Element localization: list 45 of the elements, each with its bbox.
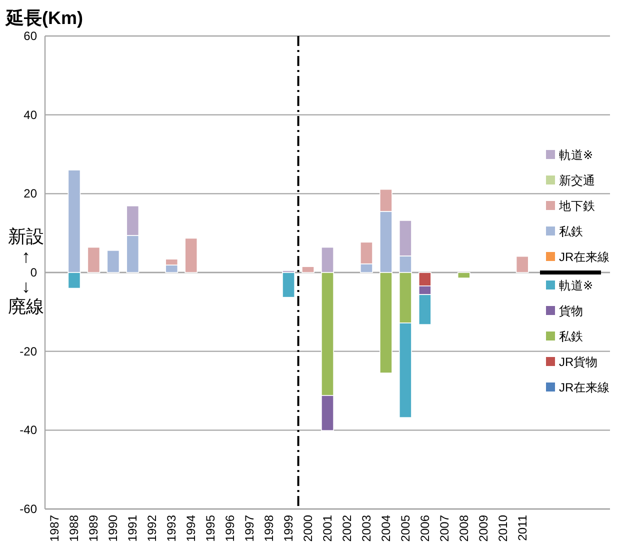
x-tick-label: 1992 bbox=[145, 514, 160, 542]
x-tick-label: 2002 bbox=[340, 514, 354, 542]
y-tick-label: -60 bbox=[20, 502, 38, 516]
x-tick-label: 2010 bbox=[496, 514, 510, 542]
x-tick-label: 2004 bbox=[378, 514, 393, 542]
x-tick-label: 1990 bbox=[106, 514, 120, 542]
legend-label: 地下鉄 bbox=[558, 199, 595, 213]
legend-label: 新交通 bbox=[559, 174, 595, 188]
x-tick-label: 2011 bbox=[515, 514, 530, 541]
legend-label: 軌道※ bbox=[559, 278, 594, 292]
y-tick-label: 40 bbox=[24, 108, 38, 122]
x-tick-label: 1987 bbox=[48, 514, 62, 542]
x-tick-label: 1994 bbox=[184, 514, 198, 542]
x-tick-label: 1993 bbox=[164, 514, 179, 542]
x-tick-label: 2007 bbox=[437, 514, 452, 542]
x-tick-label: 2006 bbox=[418, 514, 432, 542]
x-tick-label: 1997 bbox=[242, 514, 257, 542]
x-tick-label: 2003 bbox=[359, 514, 374, 542]
x-tick-label: 1989 bbox=[86, 514, 101, 542]
y-tick-label: -40 bbox=[20, 423, 38, 438]
x-tick-label: 2009 bbox=[476, 514, 490, 542]
y-tick-label: 60 bbox=[24, 29, 38, 43]
x-tick-label: 1996 bbox=[223, 514, 238, 542]
y-tick-label: 20 bbox=[24, 186, 38, 201]
legend-label: 軌道※ bbox=[559, 148, 594, 162]
x-tick-label: 1995 bbox=[204, 514, 218, 542]
y-tick-label: -20 bbox=[20, 344, 38, 358]
legend-label: JR貨物 bbox=[559, 355, 598, 369]
x-tick-label: 2000 bbox=[301, 514, 316, 542]
x-tick-label: 2008 bbox=[456, 514, 471, 542]
y-axis-title: 延長(Km) bbox=[4, 8, 83, 28]
x-tick-label: 2005 bbox=[398, 514, 412, 542]
legend-label: 貨物 bbox=[559, 304, 583, 318]
legend-label: 私鉄 bbox=[559, 330, 583, 344]
text: 新設 ↑ bbox=[8, 226, 44, 266]
legend-label: JR在来線 bbox=[559, 380, 610, 394]
legend-label: 私鉄 bbox=[559, 224, 583, 238]
x-tick-label: 1988 bbox=[67, 514, 82, 542]
y-tick-label: 0 bbox=[30, 266, 38, 280]
x-tick-label: 1999 bbox=[282, 514, 296, 542]
x-tick-label: 1991 bbox=[126, 514, 140, 542]
legend-label: JR在来線 bbox=[559, 250, 610, 264]
x-tick-label: 2001 bbox=[320, 514, 334, 542]
text: ↓ 廃線 bbox=[8, 276, 44, 316]
x-tick-label: 1998 bbox=[262, 514, 276, 542]
